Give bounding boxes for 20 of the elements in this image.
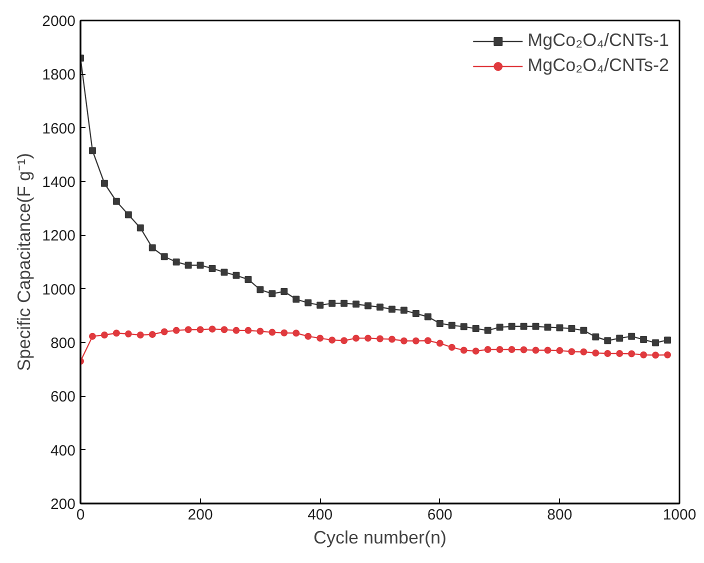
x-tick-label: 1000 [662, 506, 696, 524]
y-tick-label: 800 [50, 335, 76, 352]
y-tick-label: 2000 [42, 13, 76, 30]
legend-label: MgCo₂O₄/CNTs-2 [528, 55, 669, 76]
y-tick-label: 1400 [42, 174, 76, 191]
x-tick-label: 400 [308, 506, 333, 524]
x-tick-label: 200 [188, 506, 213, 524]
x-tick-label: 800 [547, 506, 572, 524]
y-tick-label: 200 [50, 496, 76, 513]
y-tick-label: 1000 [42, 281, 76, 298]
legend-label: MgCo₂O₄/CNTs-1 [528, 30, 669, 51]
y-axis-title: Specific Capacitance(F g⁻¹) [14, 152, 34, 372]
x-axis-title: Cycle number(n) [313, 528, 447, 548]
y-tick-label: 400 [50, 442, 76, 460]
y-tick-label: 600 [50, 388, 76, 406]
y-tick-label: 1800 [42, 66, 76, 84]
y-tick-label: 1200 [42, 228, 76, 245]
y-tick-label: 1600 [42, 120, 76, 138]
x-tick-label: 600 [427, 506, 452, 524]
x-tick-label: 0 [76, 506, 85, 524]
